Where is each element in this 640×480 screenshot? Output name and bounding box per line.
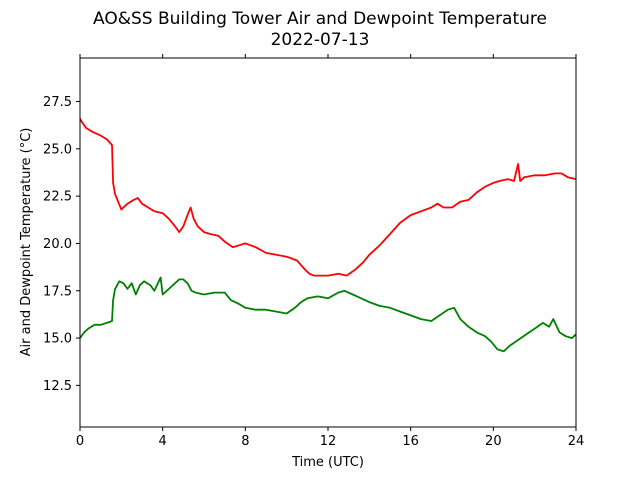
y-tick-label: 15.0 — [43, 332, 72, 347]
x-tick-label: 4 — [159, 434, 167, 449]
chart-title: AO&SS Building Tower Air and Dewpoint Te… — [93, 9, 547, 29]
x-tick-label: 24 — [568, 434, 585, 449]
tick-layer: 0 4 8 12 16 20 24 12.5 15.0 17.5 20.0 22.5 25.0 27.5 — [43, 54, 584, 449]
y-tick-label: 17.5 — [43, 284, 72, 299]
series-line-2 — [79, 276, 577, 353]
series-layer — [79, 118, 577, 353]
y-tick-label: 27.5 — [43, 95, 72, 110]
y-tick-label: 22.5 — [43, 190, 72, 205]
chart-subtitle: 2022-07-13 — [271, 30, 370, 50]
y-tick-label: 12.5 — [43, 379, 72, 394]
plot-frame — [79, 57, 577, 428]
y-axis-label: Air and Dewpoint Temperature (°C) — [19, 128, 34, 357]
y-tick-label: 25.0 — [43, 142, 72, 157]
x-tick-label: 20 — [485, 434, 502, 449]
x-axis-label: Time (UTC) — [291, 455, 364, 470]
x-tick-label: 8 — [241, 434, 249, 449]
x-tick-label: 0 — [76, 434, 84, 449]
series-line-1 — [79, 118, 577, 277]
y-tick-label: 20.0 — [43, 237, 72, 252]
x-tick-label: 16 — [402, 434, 419, 449]
x-tick-label: 12 — [320, 434, 337, 449]
